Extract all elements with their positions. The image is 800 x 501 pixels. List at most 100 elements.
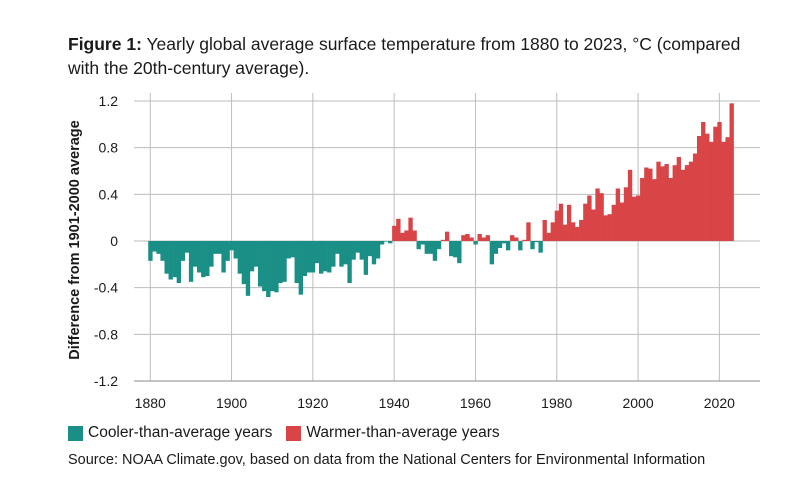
bar-1976 bbox=[538, 241, 543, 253]
bar-1988 bbox=[587, 195, 592, 241]
bar-1898 bbox=[221, 241, 226, 273]
bar-2011 bbox=[680, 169, 686, 241]
bar-1909 bbox=[266, 241, 271, 297]
bar-1887 bbox=[176, 241, 182, 283]
bar-2002 bbox=[644, 167, 649, 241]
bar-1921 bbox=[314, 241, 320, 264]
axis-ticks: 1.2 0.8 0.4 0 -0.4 -0.8 -1.2 1880 1900 1920 1940 19… bbox=[94, 93, 735, 411]
bar-1998 bbox=[627, 169, 633, 241]
bar-1899 bbox=[225, 241, 230, 261]
bar-2010 bbox=[676, 157, 682, 241]
bar-1901 bbox=[233, 241, 238, 259]
bar-1948 bbox=[424, 241, 429, 254]
bar-1889 bbox=[184, 241, 190, 253]
bar-1923 bbox=[323, 241, 328, 272]
bar-1954 bbox=[449, 241, 454, 257]
bar-1978 bbox=[546, 232, 551, 241]
x-tick-label: 1960 bbox=[460, 395, 491, 411]
bar-1926 bbox=[335, 241, 340, 254]
y-tick-label: 0.8 bbox=[99, 140, 119, 156]
bar-1949 bbox=[428, 241, 434, 254]
bar-1925 bbox=[331, 241, 336, 267]
bar-1991 bbox=[599, 193, 604, 241]
bar-2017 bbox=[705, 133, 710, 241]
bar-1900 bbox=[229, 241, 234, 251]
bar-1931 bbox=[355, 241, 360, 253]
y-axis-label: Difference from 1901-2000 average bbox=[67, 120, 83, 359]
bar-1883 bbox=[160, 241, 165, 261]
bar-1886 bbox=[172, 241, 177, 278]
bar-2022 bbox=[725, 137, 730, 241]
bar-1961 bbox=[477, 234, 482, 241]
bar-1975 bbox=[534, 241, 539, 243]
legend-item-warm: Warmer-than-average years bbox=[286, 424, 500, 442]
bar-1986 bbox=[579, 220, 584, 241]
bar-1999 bbox=[631, 196, 637, 241]
bar-1884 bbox=[164, 241, 169, 274]
bar-2020 bbox=[717, 122, 722, 241]
x-tick-label: 2020 bbox=[704, 395, 735, 411]
bar-1914 bbox=[286, 241, 291, 259]
bar-1981 bbox=[558, 203, 564, 241]
bar-1993 bbox=[607, 214, 612, 241]
bar-1928 bbox=[343, 241, 348, 265]
bar-series bbox=[148, 103, 734, 297]
bar-1880 bbox=[148, 241, 153, 261]
bar-1890 bbox=[188, 241, 194, 282]
bar-2015 bbox=[696, 136, 702, 241]
bar-1892 bbox=[197, 241, 202, 273]
bar-1979 bbox=[550, 222, 556, 241]
bar-1980 bbox=[554, 210, 560, 241]
bar-1995 bbox=[615, 188, 621, 241]
bar-1912 bbox=[278, 241, 283, 283]
bar-1946 bbox=[416, 241, 421, 250]
bar-1937 bbox=[379, 241, 385, 245]
bar-1945 bbox=[412, 230, 417, 241]
bar-1915 bbox=[290, 241, 295, 258]
bar-1906 bbox=[253, 241, 259, 267]
bar-2016 bbox=[701, 122, 706, 241]
bar-1930 bbox=[351, 241, 356, 260]
figure-label: Figure 1: bbox=[68, 34, 142, 54]
bar-1974 bbox=[530, 241, 535, 250]
bar-1968 bbox=[505, 241, 511, 251]
x-tick-label: 2000 bbox=[622, 395, 653, 411]
bar-1936 bbox=[375, 241, 381, 259]
bar-1913 bbox=[282, 241, 287, 282]
bar-1973 bbox=[526, 222, 531, 241]
bar-1947 bbox=[420, 241, 425, 245]
bar-1964 bbox=[489, 241, 495, 265]
bar-1944 bbox=[408, 217, 413, 241]
bar-1956 bbox=[457, 241, 462, 264]
bar-1888 bbox=[180, 241, 186, 261]
x-tick-label: 1980 bbox=[541, 395, 572, 411]
bar-1910 bbox=[270, 241, 275, 292]
legend-swatch-cool bbox=[68, 425, 83, 441]
bar-1881 bbox=[152, 241, 157, 252]
bar-1963 bbox=[485, 235, 490, 241]
bar-2014 bbox=[692, 153, 698, 241]
bar-1984 bbox=[570, 222, 576, 241]
bar-1895 bbox=[209, 241, 214, 267]
bar-2023 bbox=[729, 103, 734, 241]
y-tick-label: 0.4 bbox=[99, 186, 119, 202]
y-tick-label: -0.4 bbox=[94, 280, 118, 296]
y-tick-label: -1.2 bbox=[94, 373, 118, 389]
bar-1971 bbox=[518, 241, 523, 251]
bar-1997 bbox=[623, 187, 629, 241]
bar-1967 bbox=[501, 241, 507, 244]
bar-1938 bbox=[383, 241, 389, 242]
bar-1891 bbox=[192, 241, 198, 267]
bar-1916 bbox=[294, 241, 299, 283]
bar-1955 bbox=[453, 241, 458, 258]
figure-title-text: Yearly global average surface temperatur… bbox=[68, 34, 741, 78]
bar-1970 bbox=[514, 237, 519, 241]
bar-1918 bbox=[302, 241, 308, 276]
bar-1959 bbox=[469, 237, 474, 241]
bar-1966 bbox=[497, 241, 503, 248]
bar-2019 bbox=[713, 126, 718, 241]
bar-2007 bbox=[664, 164, 669, 241]
bar-1927 bbox=[339, 241, 344, 267]
bar-1935 bbox=[371, 241, 377, 265]
bar-1933 bbox=[363, 241, 369, 275]
